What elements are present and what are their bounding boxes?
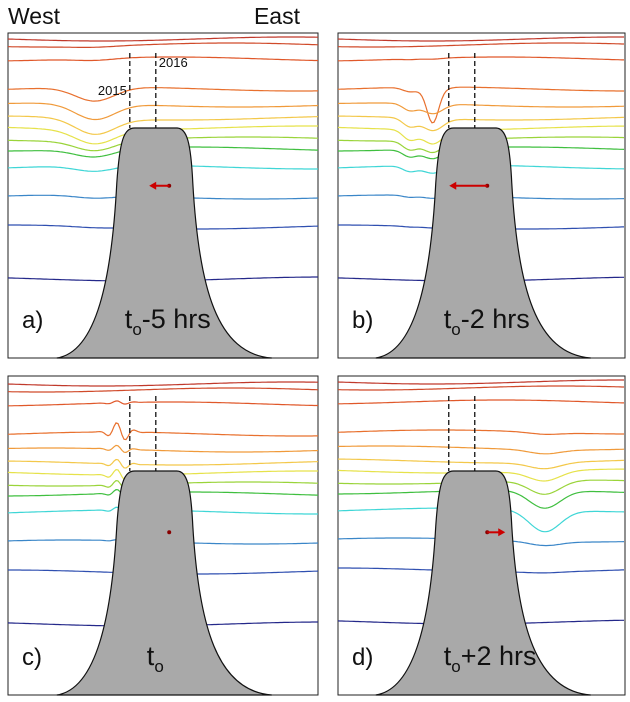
isentrope — [337, 86, 624, 124]
time-suffix: -2 hrs — [461, 304, 530, 334]
isentrope — [7, 102, 319, 121]
time-suffix: +2 hrs — [461, 641, 537, 671]
mountain — [375, 470, 591, 696]
time-label: to-2 hrs — [444, 304, 530, 339]
time-label: to-5 hrs — [125, 304, 211, 339]
panel: b) to-2 hrs — [337, 32, 626, 359]
panel-letter: a) — [22, 307, 43, 334]
isentrope — [338, 56, 624, 62]
time-label: to+2 hrs — [444, 641, 537, 676]
isentrope — [7, 36, 318, 42]
isentrope — [337, 102, 625, 115]
isentrope — [7, 444, 319, 454]
time-base: t — [147, 641, 155, 671]
isentrope — [8, 400, 318, 407]
isentrope — [338, 42, 624, 48]
west-label: West — [8, 3, 61, 29]
time-sub: o — [451, 657, 460, 676]
time-base: t — [125, 304, 133, 334]
time-sub: o — [154, 657, 163, 676]
isentrope — [8, 56, 318, 62]
arrow-head — [449, 181, 457, 190]
isentrope — [338, 115, 625, 132]
time-sub: o — [132, 320, 141, 339]
isentrope — [7, 87, 318, 102]
east-label: East — [254, 3, 301, 29]
panel-letter: b) — [352, 307, 373, 334]
position-dot — [167, 530, 172, 535]
panel: 2015 2016 a) to-5 hrs — [7, 32, 319, 359]
mountain — [56, 127, 272, 359]
isentrope — [338, 458, 625, 470]
arrow-head — [498, 528, 506, 537]
panel: d) to+2 hrs — [337, 375, 626, 696]
time-base: t — [444, 641, 452, 671]
isentrope — [8, 42, 319, 48]
isentrope — [8, 458, 319, 469]
isentrope — [8, 115, 319, 135]
mountain — [56, 470, 272, 696]
marker-label: 2015 — [98, 83, 127, 98]
isentrope — [337, 379, 624, 385]
isentrope — [338, 385, 624, 391]
mountain — [375, 127, 591, 359]
time-base: t — [444, 304, 452, 334]
time-sub: o — [451, 320, 460, 339]
panel: c) to — [7, 375, 319, 696]
time-label: to — [147, 641, 164, 676]
isentrope — [7, 422, 318, 441]
time-suffix: -5 hrs — [142, 304, 211, 334]
marker-label: 2016 — [159, 55, 188, 70]
arrow-head — [149, 181, 157, 190]
isentrope — [337, 429, 624, 435]
panel-letter: d) — [352, 644, 373, 671]
isentrope — [7, 381, 318, 387]
isentrope — [8, 387, 319, 393]
panel-letter: c) — [22, 644, 42, 671]
isentrope — [338, 399, 624, 405]
isentrope — [337, 36, 624, 42]
isentrope — [337, 445, 625, 455]
